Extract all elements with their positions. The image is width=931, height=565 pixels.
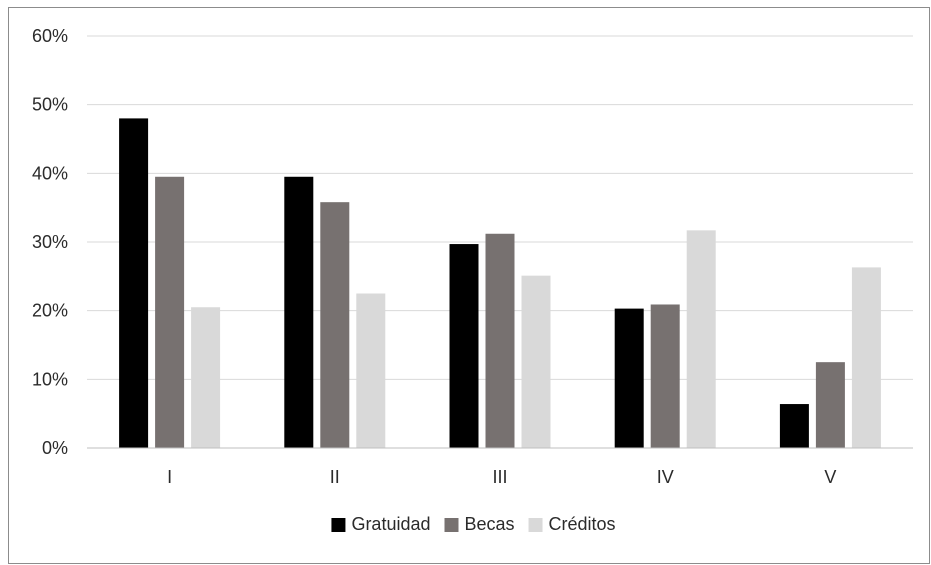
y-tick-label: 10%: [32, 369, 68, 389]
x-axis-tick-labels: I II III IV V: [167, 467, 836, 487]
y-tick-label: 40%: [32, 163, 68, 183]
y-tick-label: 50%: [32, 95, 68, 115]
legend-swatch: [331, 518, 346, 532]
bar-creditos-iv: [686, 230, 716, 448]
bar-gratuidad-iv: [614, 308, 644, 448]
bar-becas-iv: [650, 304, 680, 448]
y-tick-label: 0%: [42, 438, 68, 458]
x-tick-label: V: [824, 467, 836, 487]
x-tick-label: II: [330, 467, 340, 487]
bar-becas-ii: [320, 202, 350, 448]
y-tick-label: 60%: [32, 26, 68, 46]
x-tick-label: IV: [657, 467, 674, 487]
bar-gratuidad-v: [779, 404, 809, 448]
bar-creditos-i: [191, 307, 221, 448]
y-tick-label: 30%: [32, 232, 68, 252]
bar-gratuidad-ii: [284, 176, 314, 448]
legend-label: Becas: [465, 514, 515, 534]
y-axis-tick-labels: 0% 10% 20% 30% 40% 50% 60%: [32, 26, 68, 458]
bar-gratuidad-i: [119, 118, 149, 449]
x-tick-label: I: [167, 467, 172, 487]
bar-becas-iii: [485, 233, 515, 448]
bar-becas-i: [155, 176, 185, 448]
bar-gratuidad-iii: [449, 244, 479, 448]
x-tick-label: III: [492, 467, 507, 487]
legend-item-becas: Becas: [444, 514, 515, 534]
legend-swatch: [528, 518, 543, 532]
legend-label: Gratuidad: [351, 514, 430, 534]
gridlines: [87, 35, 913, 380]
legend-label: Créditos: [549, 514, 616, 534]
bar-creditos-v: [851, 267, 881, 448]
legend: Gratuidad Becas Créditos: [331, 514, 616, 534]
legend-swatch: [444, 518, 459, 532]
legend-item-gratuidad: Gratuidad: [331, 514, 431, 534]
bar-becas-v: [815, 362, 845, 448]
legend-item-creditos: Créditos: [528, 514, 616, 534]
y-tick-label: 20%: [32, 301, 68, 321]
bar-creditos-iii: [521, 275, 551, 448]
bar-creditos-ii: [356, 293, 386, 448]
bars: [119, 118, 881, 449]
